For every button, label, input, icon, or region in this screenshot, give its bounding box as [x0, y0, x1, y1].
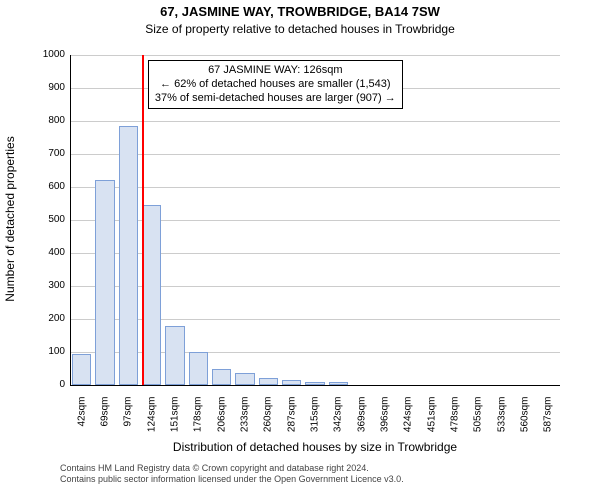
y-tick-label: 800 [25, 115, 65, 126]
bar [119, 126, 138, 385]
bar [72, 354, 91, 385]
annotation-box: 67 JASMINE WAY: 126sqm← 62% of detached … [148, 60, 403, 109]
y-tick-label: 300 [25, 280, 65, 291]
y-tick-label: 1000 [25, 49, 65, 60]
x-tick-label: 587sqm [543, 397, 554, 447]
bar [259, 378, 278, 385]
annotation-line: ← 62% of detached houses are smaller (1,… [155, 78, 396, 92]
page-subtitle: Size of property relative to detached ho… [0, 22, 600, 36]
reference-line [142, 55, 144, 385]
x-tick-label: 151sqm [170, 397, 181, 447]
y-tick-label: 700 [25, 148, 65, 159]
bar [189, 352, 208, 385]
x-tick-label: 342sqm [333, 397, 344, 447]
x-tick-label: 533sqm [496, 397, 507, 447]
x-tick-label: 124sqm [146, 397, 157, 447]
plot-area: 67 JASMINE WAY: 126sqm← 62% of detached … [70, 55, 560, 385]
x-tick-label: 505sqm [473, 397, 484, 447]
x-tick-label: 315sqm [310, 397, 321, 447]
x-tick-label: 424sqm [403, 397, 414, 447]
x-tick-label: 42sqm [76, 397, 87, 447]
footnote-line: Contains HM Land Registry data © Crown c… [60, 463, 404, 474]
bar [282, 380, 301, 385]
bar [165, 326, 184, 385]
y-tick-label: 900 [25, 82, 65, 93]
bar [235, 373, 254, 385]
bar [95, 180, 114, 385]
x-tick-label: 560sqm [520, 397, 531, 447]
y-tick-label: 600 [25, 181, 65, 192]
x-tick-label: 97sqm [123, 397, 134, 447]
y-tick-label: 400 [25, 247, 65, 258]
x-tick-label: 287sqm [286, 397, 297, 447]
x-axis [70, 385, 560, 386]
page-title: 67, JASMINE WAY, TROWBRIDGE, BA14 7SW [0, 4, 600, 19]
bar [142, 205, 161, 385]
x-tick-label: 178sqm [193, 397, 204, 447]
y-axis [70, 55, 71, 385]
x-tick-label: 451sqm [426, 397, 437, 447]
attribution-footnote: Contains HM Land Registry data © Crown c… [60, 463, 404, 486]
x-tick-label: 206sqm [216, 397, 227, 447]
bar [329, 382, 348, 385]
x-tick-label: 260sqm [263, 397, 274, 447]
annotation-line: 67 JASMINE WAY: 126sqm [155, 64, 396, 78]
bar [305, 382, 324, 385]
y-tick-label: 100 [25, 346, 65, 357]
x-tick-label: 69sqm [100, 397, 111, 447]
x-tick-label: 369sqm [356, 397, 367, 447]
x-tick-label: 233sqm [240, 397, 251, 447]
footnote-line: Contains public sector information licen… [60, 474, 404, 485]
y-tick-label: 0 [25, 379, 65, 390]
annotation-line: 37% of semi-detached houses are larger (… [155, 92, 396, 106]
bar [212, 369, 231, 386]
y-axis-label: Number of detached properties [3, 119, 17, 319]
y-tick-label: 500 [25, 214, 65, 225]
x-tick-label: 478sqm [450, 397, 461, 447]
x-tick-label: 396sqm [380, 397, 391, 447]
y-tick-label: 200 [25, 313, 65, 324]
